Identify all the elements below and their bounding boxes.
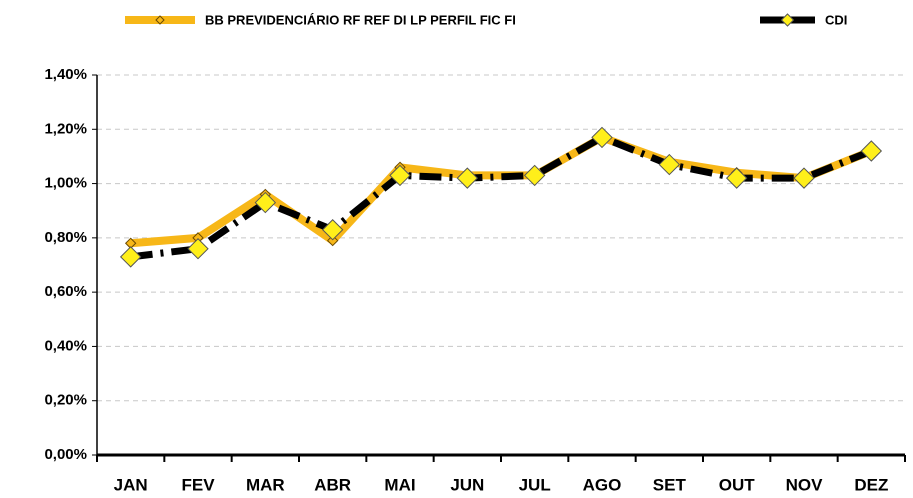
point-marker	[389, 164, 411, 187]
x-tick-label: OUT	[719, 475, 756, 494]
point-marker	[119, 246, 142, 268]
point-marker	[725, 167, 748, 189]
y-tick-label: 0,40%	[44, 337, 87, 354]
y-tick-label: 0,00%	[44, 446, 87, 463]
y-tick-label: 0,20%	[44, 392, 87, 409]
point-marker	[321, 219, 344, 241]
point-marker	[456, 167, 479, 189]
y-tick-label: 0,60%	[44, 283, 87, 300]
point-marker	[326, 234, 339, 247]
x-tick-label: NOV	[786, 475, 824, 494]
x-tick-label: SET	[653, 475, 687, 494]
legend-marker	[155, 15, 165, 25]
y-tick-label: 1,40%	[44, 66, 87, 83]
series-line	[130, 133, 873, 248]
point-marker	[591, 126, 613, 149]
y-tick-label: 0,80%	[44, 229, 87, 246]
x-tick-label: JUL	[519, 475, 551, 494]
y-tick-label: 1,20%	[44, 120, 87, 137]
series-line	[130, 133, 873, 261]
point-marker	[860, 140, 883, 162]
legend-label: BB PREVIDENCIÁRIO RF REF DI LP PERFIL FI…	[205, 12, 516, 27]
x-tick-label: DEZ	[854, 475, 888, 494]
point-marker	[523, 164, 546, 187]
y-tick-label: 1,00%	[44, 175, 87, 192]
x-tick-label: FEV	[181, 475, 215, 494]
legend-marker	[780, 13, 795, 27]
x-tick-label: AGO	[583, 475, 622, 494]
legend-label: CDI	[825, 12, 847, 27]
point-marker	[187, 238, 209, 260]
point-marker	[793, 167, 815, 189]
point-marker	[658, 153, 681, 176]
x-tick-label: MAI	[384, 475, 415, 494]
point-marker	[254, 191, 277, 214]
x-tick-label: JUN	[450, 475, 484, 494]
x-tick-label: ABR	[314, 475, 351, 494]
x-tick-label: JAN	[114, 475, 148, 494]
x-tick-label: MAR	[246, 475, 285, 494]
